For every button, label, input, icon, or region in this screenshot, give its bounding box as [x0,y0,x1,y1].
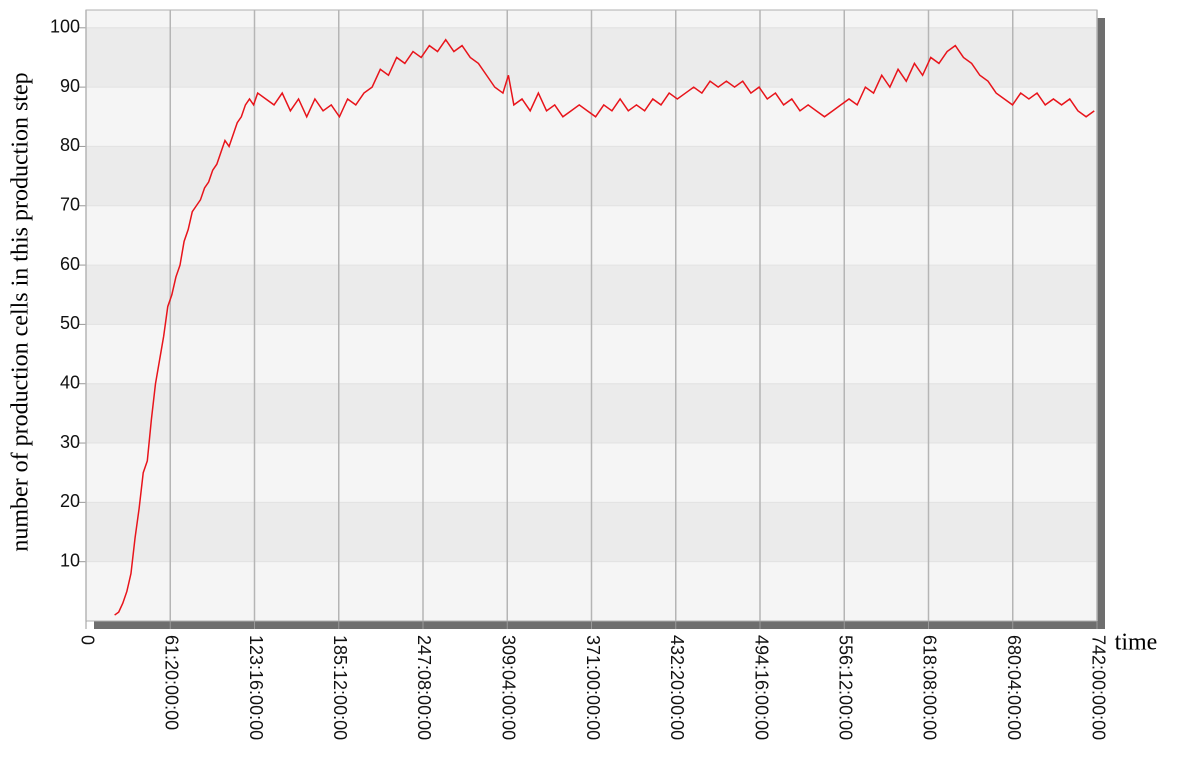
x-tick-label: 680:04:00:00 [1004,635,1024,740]
y-tick-label: 40 [60,372,80,392]
data-line [114,38,1095,616]
y-tick-label: 60 [60,254,80,274]
x-tick-label: 432:20:00:00 [667,635,687,740]
y-tick-label: 10 [60,550,80,570]
x-tick-label: 371:00:00:00 [583,635,603,740]
x-tick-label: 61:20:00:00 [161,635,181,730]
y-axis-label: number of production cells in this produ… [8,72,34,551]
x-tick-label: 123:16:00:00 [246,635,266,740]
x-tick-label: 0 [77,635,97,645]
x-tick-label: 247:08:00:00 [414,635,434,740]
x-tick-label: 742:00:00:00 [1088,635,1108,740]
y-tick-label: 100 [50,17,80,37]
y-tick-label: 80 [60,135,80,155]
x-tick-label: 185:12:00:00 [330,635,350,740]
y-tick-label: 50 [60,313,80,333]
x-tick-label: 556:12:00:00 [836,635,856,740]
y-tick-label: 20 [60,491,80,511]
x-tick-label: 309:04:00:00 [499,635,519,740]
x-tick-label: 494:16:00:00 [751,635,771,740]
y-tick-label: 90 [60,76,80,96]
x-axis-label: time [1115,630,1158,656]
y-tick-label: 70 [60,195,80,215]
plot-layer: 10 20 30 40 50 60 70 80 90 100 0 61:20:00:00 123:16:… [50,10,1108,740]
y-tick-label: 30 [60,432,80,452]
x-tick-label: 618:08:00:00 [920,635,940,740]
